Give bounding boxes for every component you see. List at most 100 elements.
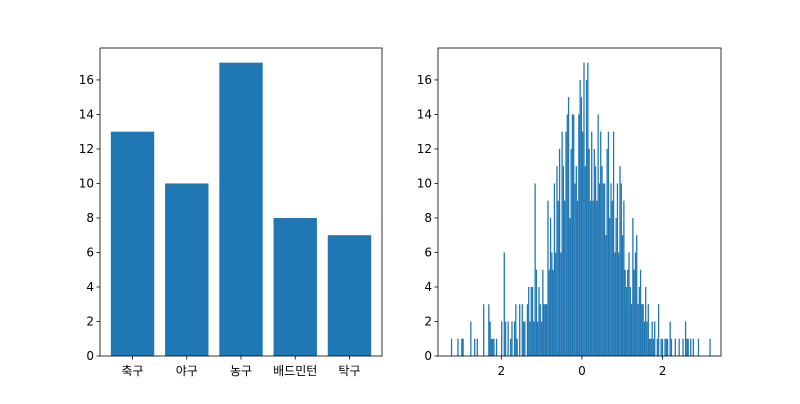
histogram-bin (537, 321, 539, 356)
histogram-bin (612, 131, 615, 356)
histogram-ytick-label: 14 (417, 107, 432, 121)
histogram-bin (549, 217, 552, 356)
histogram-bin (571, 114, 574, 357)
bar-chart-ytick-label: 6 (86, 245, 94, 259)
histogram-bin (618, 252, 620, 356)
bar-1 (165, 183, 209, 356)
histogram-bin (594, 166, 597, 356)
histogram-bin (690, 338, 692, 356)
bar-chart-frame (99, 47, 383, 357)
histogram-bin (621, 235, 624, 356)
histogram-bin (461, 338, 463, 356)
histogram-bin (526, 304, 529, 356)
histogram-bin (614, 252, 616, 356)
histogram-bin (570, 148, 572, 356)
bar-chart-ytick-label: 2 (86, 314, 94, 328)
histogram-bin (488, 304, 490, 356)
histogram-bin (596, 200, 598, 356)
histogram-bin (474, 338, 476, 356)
histogram-bin (575, 166, 577, 356)
histogram-bin (552, 269, 554, 356)
histogram-bin (666, 338, 669, 356)
histogram-bin (540, 321, 543, 356)
histogram-bin (524, 321, 526, 356)
histogram-bin (587, 62, 589, 357)
histogram-bin (597, 114, 599, 357)
histogram-bin (546, 304, 548, 356)
histogram-frame (437, 47, 722, 357)
histogram-ytick-label: 16 (417, 73, 432, 87)
histogram-bin (501, 321, 503, 356)
histogram-bin (534, 183, 536, 356)
histogram-ytick-label: 0 (424, 349, 432, 363)
histogram-bin (620, 183, 622, 356)
histogram-bin (660, 338, 662, 356)
histogram-bin (682, 338, 684, 356)
histogram-ytick-label: 4 (424, 280, 432, 294)
histogram-ytick-label: 12 (417, 142, 432, 156)
histogram-bin (670, 338, 673, 356)
histogram-bin (709, 338, 711, 356)
histogram-bin (561, 131, 563, 356)
histogram-xtick-label: 2 (497, 364, 505, 378)
histogram-bin (628, 252, 630, 356)
histogram-bin (652, 338, 655, 356)
bar-chart-ytick-label: 0 (86, 349, 94, 363)
histogram-bin (650, 338, 652, 356)
histogram-bin (564, 200, 566, 356)
histogram-bin (584, 166, 586, 356)
histogram-bin (588, 148, 590, 356)
histogram-bin (539, 304, 541, 356)
histogram-bin (603, 183, 606, 356)
histogram-bin (560, 252, 562, 356)
histogram-bin (678, 338, 680, 356)
histogram-bin (602, 183, 604, 356)
histogram-bin (547, 200, 549, 356)
histogram-bin (462, 338, 464, 356)
histogram-bin (565, 131, 567, 356)
histogram-bin (641, 304, 643, 356)
histogram-bin (651, 321, 653, 356)
histogram-xtick-label: 0 (578, 364, 586, 378)
histogram-bin (630, 304, 633, 356)
histogram-bin (489, 321, 491, 356)
histogram-bin (589, 200, 592, 356)
bar-chart-category-label: 야구 (176, 364, 198, 378)
bar-chart-category-label: 축구 (121, 364, 143, 378)
histogram-bin (529, 321, 531, 356)
histogram-bin (684, 321, 687, 356)
histogram-bin (647, 304, 649, 356)
histogram-bin (665, 338, 667, 356)
histogram-bin (578, 114, 580, 357)
histogram-bin (553, 183, 556, 356)
histogram-bin (519, 304, 521, 356)
histogram-bin (573, 114, 575, 357)
histogram-bin (557, 200, 559, 356)
histogram-bin (511, 321, 513, 356)
histogram-bin (470, 321, 472, 356)
histogram-bin (535, 269, 538, 356)
histogram-bin (648, 338, 651, 356)
histogram-bin (686, 338, 688, 356)
histogram-bin (654, 321, 656, 356)
histogram-bin (569, 217, 571, 356)
histogram-bin (579, 79, 581, 356)
histogram-bin (530, 286, 532, 356)
histogram-bin (538, 286, 540, 356)
histogram-ytick-label: 2 (424, 314, 432, 328)
histogram-ytick-label: 8 (424, 211, 432, 225)
histogram-bin (580, 97, 583, 357)
bar-chart-ytick-label: 10 (79, 176, 94, 190)
histogram-bin (457, 338, 459, 356)
histogram-bin (633, 269, 635, 356)
bar-chart-ytick-label: 4 (86, 280, 94, 294)
histogram-bin (483, 304, 485, 356)
histogram-bin (605, 235, 607, 356)
histogram-bin (495, 338, 498, 356)
bar-2 (219, 62, 263, 357)
histogram-bin (555, 252, 557, 356)
histogram-bin (591, 131, 593, 356)
bar-chart-category-label: 농구 (230, 364, 252, 378)
histogram-bin (592, 200, 594, 356)
histogram-bin (619, 166, 621, 356)
